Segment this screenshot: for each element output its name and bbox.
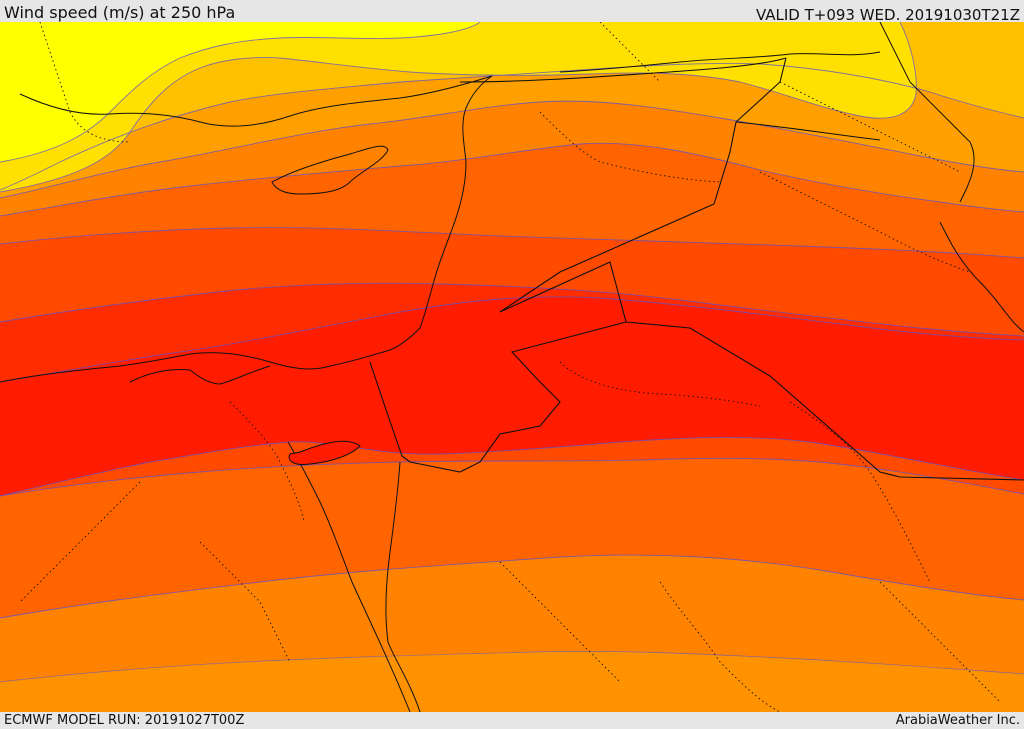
footer-bar: ECMWF MODEL RUN: 20191027T00Z ArabiaWeat… bbox=[0, 712, 1024, 729]
coastlines bbox=[0, 22, 1024, 712]
contour-lines bbox=[0, 22, 1024, 683]
wind-band-fill bbox=[0, 651, 1024, 712]
wind-band-fill bbox=[0, 296, 1024, 496]
wind-band-fill bbox=[0, 227, 1024, 336]
model-run: ECMWF MODEL RUN: 20191027T00Z bbox=[4, 713, 245, 728]
provider-credit: ArabiaWeather Inc. bbox=[895, 713, 1020, 728]
wind-band-fill bbox=[0, 22, 480, 162]
country-borders bbox=[369, 57, 1024, 481]
wind-band-fill bbox=[0, 283, 1024, 382]
header-bar: Wind speed (m/s) at 250 hPa VALID T+093 … bbox=[0, 0, 1024, 24]
province-borders bbox=[19, 22, 1001, 712]
valid-time: VALID T+093 WED. 20191030T21Z bbox=[755, 6, 1020, 24]
wind-band-fill bbox=[0, 101, 1024, 216]
wind-speed-map bbox=[0, 22, 1024, 712]
map-title: Wind speed (m/s) at 250 hPa bbox=[4, 3, 236, 22]
map-canvas bbox=[0, 22, 1024, 712]
